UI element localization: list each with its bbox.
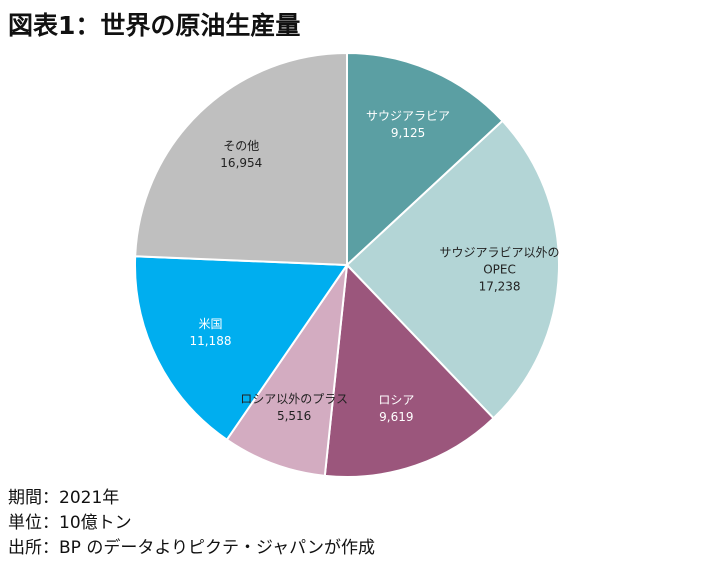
- pie-slice: [346, 51, 504, 268]
- pie-slice: [225, 264, 348, 477]
- value-label: 9,125: [390, 126, 426, 141]
- slice-label: ロシア以外のプラス 5,516: [224, 391, 364, 425]
- value-label: 16,954: [220, 155, 263, 170]
- slice-label: 米国 11,188: [140, 316, 280, 350]
- slice-label: サウジアラビア以外のOPEC 17,238: [430, 244, 570, 295]
- note: 単位：10億トン: [8, 513, 132, 533]
- pie: [134, 51, 560, 478]
- pie-slice: [134, 51, 348, 267]
- pie-slice: [345, 119, 560, 420]
- value-label: 11,188: [189, 334, 232, 349]
- note: 期間：2021年: [8, 488, 120, 508]
- category-label: サウジアラビア: [366, 109, 451, 124]
- value-label: 17,238: [478, 279, 521, 294]
- notes: 期間：2021年 単位：10億トン出所：BP のデータよりピクテ・ジャパンが作成: [8, 486, 375, 561]
- slice-label: ロシア 9,619: [326, 392, 466, 426]
- category-label: 米国: [198, 317, 223, 332]
- pie-slice: [323, 262, 495, 478]
- category-label: ロシア: [378, 393, 415, 408]
- chart-title: 図表1：世界の原油生産量: [8, 11, 301, 40]
- pie-slice: [134, 255, 349, 442]
- slice-label: その他 16,954: [171, 138, 311, 172]
- slice-label: サウジアラビア 9,125: [338, 108, 478, 142]
- category-label: サウジアラビア以外のOPEC: [439, 245, 560, 277]
- category-label: その他: [223, 138, 260, 153]
- value-label: 9,619: [379, 410, 414, 425]
- note: 出所：BP のデータよりピクテ・ジャパンが作成: [8, 538, 375, 558]
- category-label: ロシア以外のプラス: [240, 392, 348, 407]
- value-label: 5,516: [276, 409, 312, 424]
